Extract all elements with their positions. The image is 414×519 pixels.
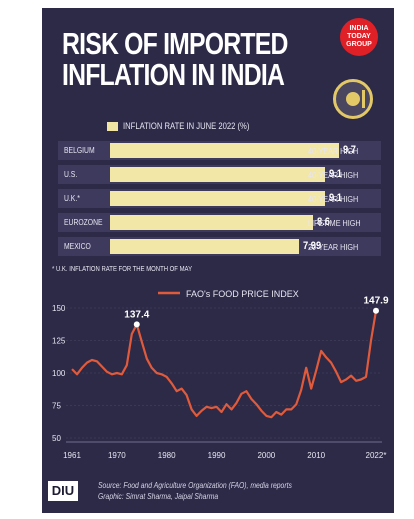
logo-text-2: TODAY (347, 33, 371, 40)
bar (110, 191, 325, 206)
bar-note-label: 40-YEAR HIGH (308, 146, 359, 156)
bar-note-label: LIFETIME HIGH (308, 218, 361, 228)
x-tick-label: 1970 (108, 451, 126, 460)
x-tick-label: 1980 (158, 451, 176, 460)
bar (110, 215, 314, 230)
y-tick-label: 100 (52, 369, 66, 378)
food-price-line (71, 310, 378, 419)
annotation-point (133, 321, 140, 328)
legend-label: INFLATION RATE IN JUNE 2022 (%) (123, 121, 250, 131)
logo-text-3: GROUP (346, 41, 372, 48)
bar-note-label: 20-YEAR HIGH (308, 242, 359, 252)
bar-category-label: U.K.* (64, 194, 80, 203)
bar-note-label: 40-YEAR HIGH (308, 170, 359, 180)
bar-category-label: BELGIUM (64, 146, 95, 155)
bar-value-label: 9.7 (343, 144, 357, 156)
credit-line: Graphic: Simrat Sharma, Jaipal Sharma (98, 492, 219, 501)
source-credit: Source: Food and Agriculture Organizatio… (98, 480, 292, 502)
footnote: * U.K. INFLATION RATE FOR THE MONTH OF M… (52, 266, 193, 273)
bar (110, 167, 325, 182)
bar (110, 143, 340, 158)
bar-value-label: 7.99 (302, 240, 321, 252)
source-logo: DIU (48, 481, 78, 501)
bar-row: BELGIUM 9.7 40-YEAR HIGH (58, 141, 381, 160)
bar-value-label: 9.1 (328, 168, 342, 180)
line-legend-label: FAO's FOOD PRICE INDEX (186, 289, 299, 299)
bar-category-label: EUROZONE (64, 218, 103, 227)
annotation-label: 137.4 (124, 309, 149, 320)
annotation-label: 147.9 (363, 296, 388, 307)
bar-category-label: MEXICO (64, 242, 91, 251)
bar-row: U.S. 9.1 40-YEAR HIGH (58, 165, 381, 184)
x-tick-label: 2000 (257, 451, 275, 460)
x-tick-label: 1961 (63, 451, 81, 460)
bar-value-label: 9.1 (328, 192, 342, 204)
bar-note-label: 40-YEAR HIGH (308, 194, 359, 204)
bar (110, 239, 299, 254)
bar-row: MEXICO 7.99 20-YEAR HIGH (58, 237, 381, 256)
legend-swatch (107, 121, 118, 131)
y-tick-label: 150 (52, 304, 66, 313)
bar-value-label: 8.6 (317, 216, 331, 228)
source-line: Source: Food and Agriculture Organizatio… (98, 481, 292, 490)
brand-logo: INDIA TODAY GROUP (340, 18, 378, 56)
logo-text-1: INDIA (349, 25, 369, 32)
annotation-point (373, 307, 379, 314)
x-tick-label: 1990 (208, 451, 226, 460)
y-tick-label: 125 (52, 337, 66, 346)
bar-row: EUROZONE 8.6 LIFETIME HIGH (58, 213, 381, 232)
bar-row: U.K.* 9.1 40-YEAR HIGH (58, 189, 381, 208)
x-tick-label: 2010 (307, 451, 325, 460)
bar-chart-legend: INFLATION RATE IN JUNE 2022 (%) (107, 121, 272, 131)
y-tick-label: 75 (52, 402, 61, 411)
food-plate-icon (333, 79, 373, 119)
x-tick-label: 2022* (366, 451, 387, 460)
y-tick-label: 50 (52, 434, 61, 443)
bar-category-label: U.S. (64, 170, 78, 179)
